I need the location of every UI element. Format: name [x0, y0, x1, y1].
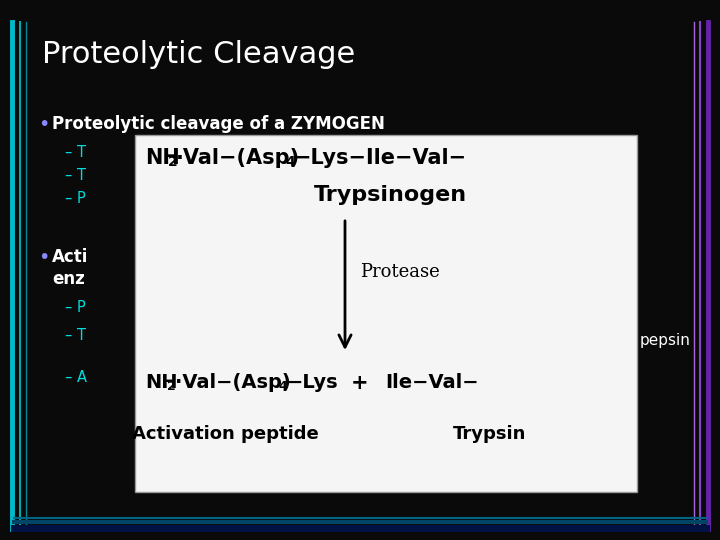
Text: NH: NH — [145, 148, 180, 168]
Text: Trypsinogen: Trypsinogen — [313, 185, 467, 205]
Text: •: • — [38, 248, 50, 267]
Text: pepsin: pepsin — [640, 333, 691, 348]
Text: −Lys−Ile−Val−: −Lys−Ile−Val− — [294, 148, 467, 168]
Text: – T: – T — [65, 145, 86, 160]
Text: −Lys: −Lys — [287, 373, 338, 392]
Text: 2: 2 — [168, 155, 178, 169]
Text: +: + — [351, 373, 369, 393]
Text: ·Val−(Asp): ·Val−(Asp) — [176, 148, 300, 168]
Text: enz: enz — [52, 270, 85, 288]
Text: Activation peptide: Activation peptide — [132, 425, 318, 443]
Text: – A: – A — [65, 370, 87, 385]
Text: – T: – T — [65, 168, 86, 183]
Text: Acti: Acti — [52, 248, 89, 266]
Bar — [135, 135, 637, 492]
Text: Proteolytic Cleavage: Proteolytic Cleavage — [42, 40, 355, 69]
Text: Proteolytic cleavage of a ZYMOGEN: Proteolytic cleavage of a ZYMOGEN — [52, 115, 385, 133]
Text: 4: 4 — [285, 155, 294, 169]
Text: Protease: Protease — [360, 263, 440, 281]
Text: – P: – P — [65, 191, 86, 206]
Text: ·Val−(Asp): ·Val−(Asp) — [175, 373, 291, 392]
Text: Ile−Val−: Ile−Val− — [385, 373, 479, 392]
Text: •: • — [38, 115, 50, 134]
Text: 2: 2 — [167, 380, 176, 393]
Text: – T: – T — [65, 328, 86, 343]
Text: 4: 4 — [278, 380, 287, 393]
Text: NH: NH — [145, 373, 178, 392]
Text: Trypsin: Trypsin — [454, 425, 527, 443]
Text: – P: – P — [65, 300, 86, 315]
